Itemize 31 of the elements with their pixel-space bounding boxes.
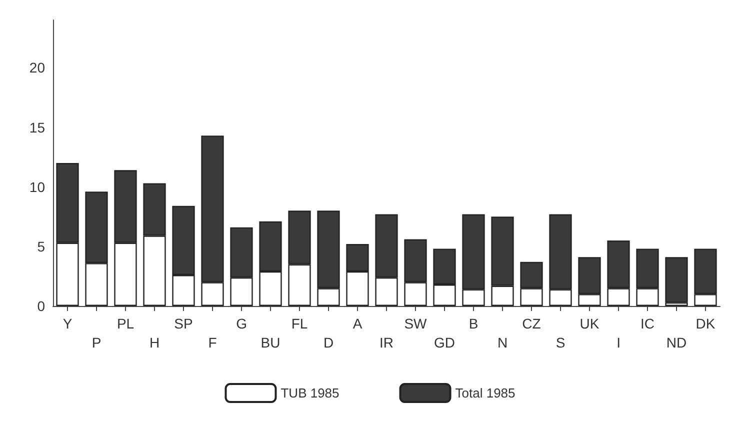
x-tick-label: G <box>236 316 247 332</box>
x-tick-label: I <box>616 334 620 350</box>
x-tick-label: ND <box>666 334 687 350</box>
y-tick-label: 10 <box>29 178 46 195</box>
legend-label: Total 1985 <box>455 386 516 400</box>
x-tick-label: B <box>468 316 478 332</box>
x-tick-label: SP <box>174 316 193 332</box>
x-tick-label: DK <box>696 316 716 332</box>
x-tick-label: SW <box>404 316 428 332</box>
x-tick-label: GD <box>434 334 455 350</box>
x-tick-label: Y <box>62 316 73 332</box>
x-tick-label: BU <box>260 334 280 350</box>
x-tick-label: IR <box>380 334 394 350</box>
y-tick-label: 0 <box>37 298 46 314</box>
legend-label: TUB 1985 <box>280 386 340 400</box>
x-tick-label: A <box>352 316 363 332</box>
x-tick-label: D <box>323 334 334 350</box>
x-tick-label: IC <box>640 316 654 332</box>
y-tick-label: 5 <box>37 238 46 254</box>
x-tick-label: UK <box>580 316 600 332</box>
x-tick-label: H <box>149 334 160 350</box>
y-tick-label: 15 <box>29 119 46 136</box>
bar <box>665 257 688 302</box>
x-tick-label: P <box>92 334 102 350</box>
y-tick-label: 20 <box>29 60 46 76</box>
x-tick-label: F <box>208 334 217 350</box>
x-tick-label: FL <box>291 316 308 332</box>
x-tick-label: CZ <box>522 316 542 332</box>
x-tick-label: S <box>556 334 566 350</box>
x-tick-label: N <box>497 334 508 350</box>
x-tick-label: PL <box>116 316 134 332</box>
